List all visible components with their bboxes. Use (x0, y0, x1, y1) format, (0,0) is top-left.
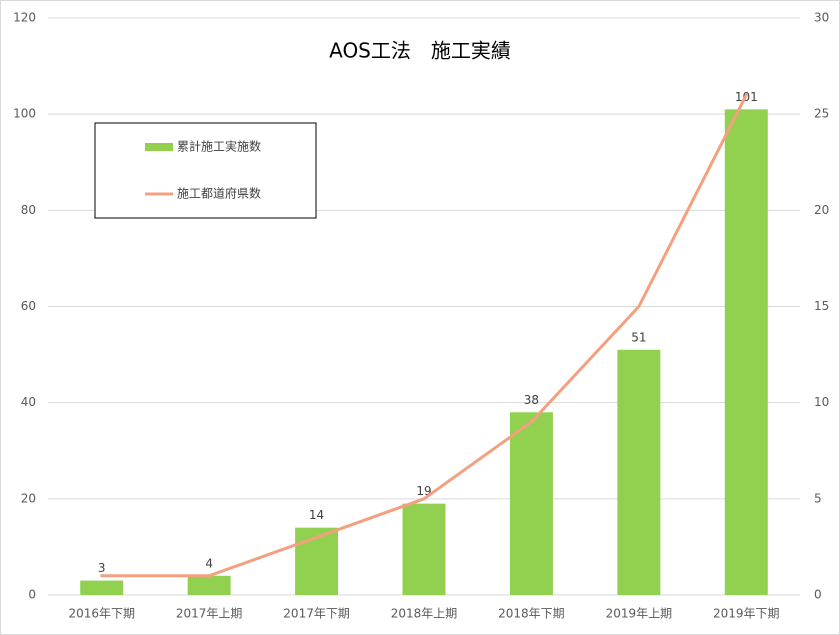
y-tick-label: 40 (21, 395, 36, 409)
legend-label: 施工都道府県数 (177, 186, 261, 201)
y2-tick-label: 5 (814, 491, 822, 505)
data-label: 14 (309, 508, 324, 522)
x-tick-label: 2018年上期 (391, 607, 458, 621)
chart-title: AOS工法 施工実績 (329, 39, 511, 63)
y-tick-label: 20 (21, 491, 36, 505)
data-label: 38 (524, 393, 539, 407)
bar (724, 109, 768, 595)
legend-box (94, 122, 317, 219)
y-tick-label: 80 (21, 203, 36, 217)
x-tick-label: 2019年上期 (606, 607, 673, 621)
bar (80, 580, 124, 595)
line (100, 93, 748, 578)
bar (402, 503, 446, 595)
y2-tick-label: 30 (814, 11, 829, 25)
y-tick-label: 120 (13, 11, 36, 25)
data-label: 4 (205, 556, 213, 570)
bar (187, 575, 231, 595)
y-tick-label: 0 (28, 588, 36, 602)
bar (617, 349, 661, 595)
bar (295, 527, 339, 595)
x-tick-label: 2018年下期 (498, 607, 565, 621)
data-label: 3 (98, 561, 106, 575)
legend-label: 累計施工実施数 (177, 139, 261, 154)
y2-tick-label: 15 (814, 299, 829, 313)
y2-tick-label: 25 (814, 107, 829, 121)
x-tick-label: 2017年上期 (176, 607, 243, 621)
y2-tick-label: 10 (814, 395, 829, 409)
y2-tick-label: 20 (814, 203, 829, 217)
data-label: 51 (631, 330, 646, 344)
y-tick-label: 60 (21, 299, 36, 313)
x-tick-label: 2019年下期 (713, 607, 780, 621)
x-tick-label: 2016年下期 (68, 607, 135, 621)
y2-tick-label: 0 (814, 588, 822, 602)
bar (509, 412, 553, 595)
y-tick-label: 100 (13, 107, 36, 121)
x-tick-label: 2017年下期 (283, 607, 350, 621)
legend-swatch (145, 143, 173, 151)
